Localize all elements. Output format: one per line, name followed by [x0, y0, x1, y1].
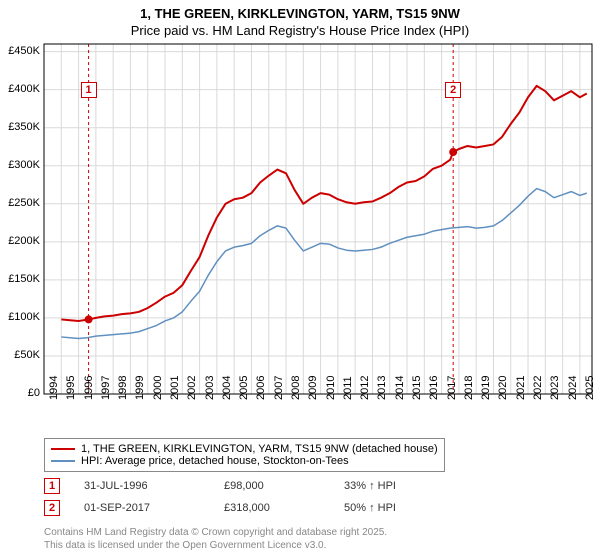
x-tick-label: 2006: [255, 376, 267, 400]
x-tick-label: 1997: [100, 376, 112, 400]
x-tick-label: 2005: [238, 376, 250, 400]
copyright-notice: Contains HM Land Registry data © Crown c…: [44, 526, 387, 552]
x-tick-label: 2011: [342, 376, 354, 400]
legend-item: 1, THE GREEN, KIRKLEVINGTON, YARM, TS15 …: [51, 443, 438, 455]
chart-container: { "title_line1": "1, THE GREEN, KIRKLEVI…: [0, 0, 600, 560]
x-tick-label: 1995: [65, 376, 77, 400]
legend-item: HPI: Average price, detached house, Stoc…: [51, 455, 438, 467]
plot-area: £0 £50K £100K £150K £200K £250K £300K £350K £400…: [0, 0, 600, 560]
x-tick-label: 1996: [83, 376, 95, 400]
y-tick-label: £0: [0, 387, 40, 399]
annotation-date: 31-JUL-1996: [84, 480, 224, 492]
y-tick-label: £300K: [0, 159, 40, 171]
copyright-line-1: Contains HM Land Registry data © Crown c…: [44, 526, 387, 539]
annotation-price: £98,000: [224, 480, 344, 492]
x-tick-label: 2018: [463, 376, 475, 400]
x-tick-label: 2008: [290, 376, 302, 400]
x-tick-label: 1998: [117, 376, 129, 400]
annotation-row-1: 1 31-JUL-1996£98,00033% ↑ HPI: [44, 478, 464, 494]
x-tick-label: 1994: [48, 376, 60, 400]
annotation-delta: 33% ↑ HPI: [344, 480, 464, 492]
y-tick-label: £450K: [0, 45, 40, 57]
x-tick-label: 1999: [134, 376, 146, 400]
x-tick-label: 2016: [428, 376, 440, 400]
x-tick-label: 2010: [325, 376, 337, 400]
legend: 1, THE GREEN, KIRKLEVINGTON, YARM, TS15 …: [44, 438, 445, 472]
x-tick-label: 2021: [515, 376, 527, 400]
x-tick-label: 2015: [411, 376, 423, 400]
annotation-marker: 2: [44, 500, 60, 516]
annotation-date: 01-SEP-2017: [84, 502, 224, 514]
x-tick-label: 2004: [221, 376, 233, 400]
annotation-marker: 1: [44, 478, 60, 494]
x-tick-label: 2009: [307, 376, 319, 400]
x-tick-label: 2017: [446, 376, 458, 400]
x-tick-label: 2013: [376, 376, 388, 400]
y-tick-label: £100K: [0, 311, 40, 323]
chart-marker-1: 1: [81, 82, 97, 98]
copyright-line-2: This data is licensed under the Open Gov…: [44, 539, 387, 552]
legend-swatch: [51, 460, 75, 462]
legend-label: 1, THE GREEN, KIRKLEVINGTON, YARM, TS15 …: [81, 443, 438, 455]
y-tick-label: £150K: [0, 273, 40, 285]
y-tick-label: £50K: [0, 349, 40, 361]
annotation-delta: 50% ↑ HPI: [344, 502, 464, 514]
x-tick-label: 2022: [532, 376, 544, 400]
x-tick-label: 2019: [480, 376, 492, 400]
x-tick-label: 2000: [152, 376, 164, 400]
legend-label: HPI: Average price, detached house, Stoc…: [81, 455, 349, 467]
legend-swatch: [51, 448, 75, 450]
y-tick-label: £350K: [0, 121, 40, 133]
x-tick-label: 2014: [394, 376, 406, 400]
annotation-price: £318,000: [224, 502, 344, 514]
x-tick-label: 2012: [359, 376, 371, 400]
x-tick-label: 2003: [204, 376, 216, 400]
y-tick-label: £400K: [0, 83, 40, 95]
x-tick-label: 2020: [497, 376, 509, 400]
x-tick-label: 2001: [169, 376, 181, 400]
y-tick-label: £200K: [0, 235, 40, 247]
annotation-row-2: 2 01-SEP-2017£318,00050% ↑ HPI: [44, 500, 464, 516]
x-tick-label: 2024: [567, 376, 579, 400]
x-tick-label: 2025: [584, 376, 596, 400]
x-tick-label: 2023: [549, 376, 561, 400]
x-tick-label: 2007: [273, 376, 285, 400]
x-tick-label: 2002: [186, 376, 198, 400]
chart-marker-2: 2: [445, 82, 461, 98]
y-tick-label: £250K: [0, 197, 40, 209]
